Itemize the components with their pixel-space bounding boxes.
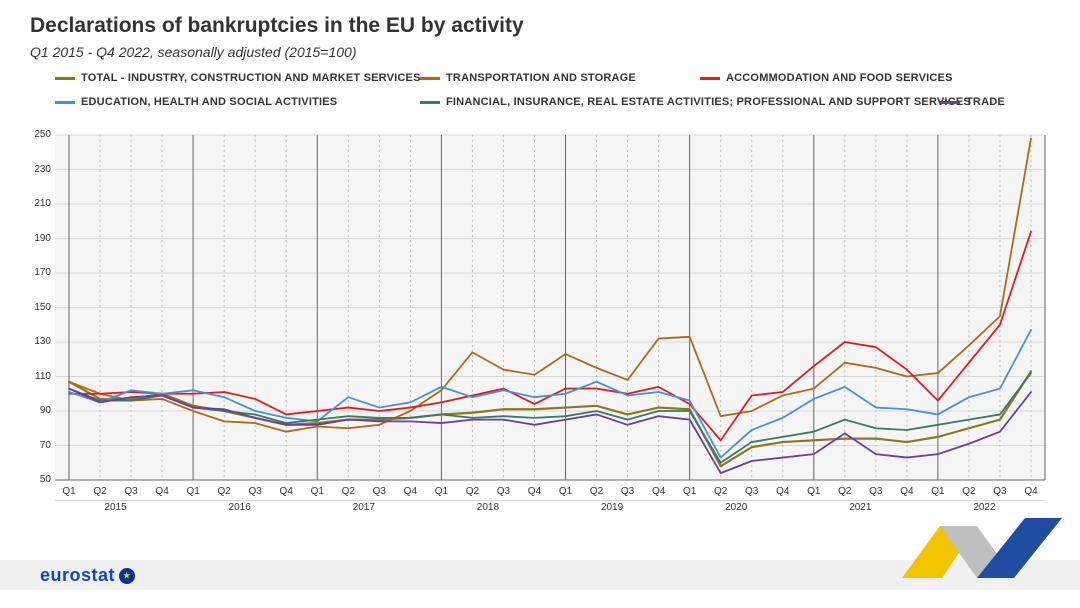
- x-tick-quarter: Q1: [431, 486, 451, 497]
- x-tick-year: 2017: [344, 502, 384, 513]
- y-tick-label: 130: [25, 336, 51, 347]
- legend-swatch: [420, 101, 440, 104]
- page-subtitle: Q1 2015 - Q4 2022, seasonally adjusted (…: [30, 44, 357, 60]
- y-tick-label: 210: [25, 198, 51, 209]
- legend-label: FINANCIAL, INSURANCE, REAL ESTATE ACTIVI…: [446, 96, 971, 108]
- x-tick-year: 2019: [592, 502, 632, 513]
- x-tick-quarter: Q1: [804, 486, 824, 497]
- x-tick-quarter: Q3: [493, 486, 513, 497]
- y-tick-label: 230: [25, 164, 51, 175]
- corner-ribbon-icon: [902, 508, 1062, 578]
- x-tick-quarter: Q4: [400, 486, 420, 497]
- y-tick-label: 90: [25, 405, 51, 416]
- line-chart: [55, 135, 1045, 480]
- x-tick-quarter: Q1: [556, 486, 576, 497]
- y-tick-label: 190: [25, 233, 51, 244]
- y-tick-label: 250: [25, 129, 51, 140]
- x-tick-year: 2020: [716, 502, 756, 513]
- y-tick-label: 50: [25, 474, 51, 485]
- x-tick-quarter: Q1: [307, 486, 327, 497]
- legend-label: EDUCATION, HEALTH AND SOCIAL ACTIVITIES: [81, 96, 337, 108]
- y-tick-label: 170: [25, 267, 51, 278]
- x-tick-quarter: Q3: [121, 486, 141, 497]
- legend-swatch: [940, 101, 960, 104]
- legend-swatch: [55, 77, 75, 80]
- x-tick-quarter: Q4: [524, 486, 544, 497]
- x-tick-quarter: Q3: [742, 486, 762, 497]
- legend-item-transport: TRANSPORTATION AND STORAGE: [420, 72, 636, 84]
- x-tick-quarter: Q1: [928, 486, 948, 497]
- x-tick-quarter: Q2: [462, 486, 482, 497]
- x-tick-quarter: Q2: [90, 486, 110, 497]
- x-tick-quarter: Q4: [276, 486, 296, 497]
- y-tick-label: 150: [25, 302, 51, 313]
- x-tick-quarter: Q3: [990, 486, 1010, 497]
- legend-swatch: [55, 101, 75, 104]
- x-tick-quarter: Q3: [245, 486, 265, 497]
- x-tick-year: 2021: [840, 502, 880, 513]
- x-tick-quarter: Q4: [773, 486, 793, 497]
- eu-flag-icon: ★: [119, 568, 135, 584]
- legend-item-total: TOTAL - INDUSTRY, CONSTRUCTION AND MARKE…: [55, 72, 421, 84]
- x-tick-quarter: Q4: [1021, 486, 1041, 497]
- x-tick-quarter: Q1: [183, 486, 203, 497]
- legend-item-financial: FINANCIAL, INSURANCE, REAL ESTATE ACTIVI…: [420, 96, 971, 108]
- legend-label: TRADE: [966, 96, 1005, 108]
- x-tick-quarter: Q3: [369, 486, 389, 497]
- x-tick-quarter: Q4: [649, 486, 669, 497]
- x-tick-quarter: Q2: [711, 486, 731, 497]
- page-title: Declarations of bankruptcies in the EU b…: [30, 14, 524, 38]
- x-tick-quarter: Q2: [587, 486, 607, 497]
- legend-label: TRANSPORTATION AND STORAGE: [446, 72, 636, 84]
- x-tick-quarter: Q2: [214, 486, 234, 497]
- legend-swatch: [700, 77, 720, 80]
- x-tick-quarter: Q2: [338, 486, 358, 497]
- legend-item-accommodation: ACCOMMODATION AND FOOD SERVICES: [700, 72, 953, 84]
- eurostat-logo-text: eurostat: [40, 565, 115, 586]
- y-tick-label: 110: [25, 371, 51, 382]
- x-tick-year: 2018: [468, 502, 508, 513]
- x-tick-quarter: Q4: [152, 486, 172, 497]
- legend-swatch: [420, 77, 440, 80]
- x-tick-quarter: Q1: [680, 486, 700, 497]
- x-tick-quarter: Q1: [59, 486, 79, 497]
- x-tick-quarter: Q2: [835, 486, 855, 497]
- x-tick-year: 2015: [96, 502, 136, 513]
- x-tick-quarter: Q4: [897, 486, 917, 497]
- legend-label: TOTAL - INDUSTRY, CONSTRUCTION AND MARKE…: [81, 72, 421, 84]
- x-axis-separator: [55, 500, 1045, 501]
- legend-label: ACCOMMODATION AND FOOD SERVICES: [726, 72, 953, 84]
- x-tick-year: 2016: [220, 502, 260, 513]
- x-tick-quarter: Q2: [959, 486, 979, 497]
- x-tick-quarter: Q3: [866, 486, 886, 497]
- legend-item-education: EDUCATION, HEALTH AND SOCIAL ACTIVITIES: [55, 96, 337, 108]
- legend-item-trade: TRADE: [940, 96, 1005, 108]
- x-tick-quarter: Q3: [618, 486, 638, 497]
- y-tick-label: 70: [25, 440, 51, 451]
- eurostat-logo: eurostat ★: [40, 565, 135, 586]
